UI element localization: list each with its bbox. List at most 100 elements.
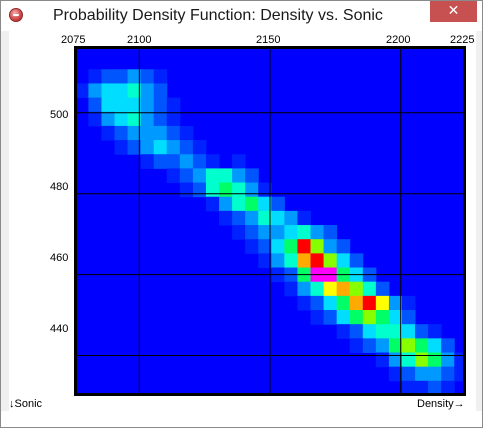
heatmap-cell bbox=[336, 253, 351, 269]
heatmap-cell bbox=[336, 324, 351, 339]
heatmap-cell bbox=[179, 182, 194, 198]
heatmap-plot[interactable] bbox=[74, 46, 468, 401]
close-icon: ✕ bbox=[447, 3, 460, 19]
close-button[interactable]: ✕ bbox=[430, 1, 477, 22]
heatmap-cell bbox=[310, 253, 325, 269]
heatmap-cell bbox=[166, 125, 181, 141]
heatmap-cell bbox=[362, 295, 377, 311]
heatmap-cell bbox=[297, 210, 312, 226]
heatmap-cell bbox=[179, 125, 194, 141]
heatmap-cell bbox=[297, 253, 312, 269]
heatmap-cell bbox=[349, 253, 364, 269]
heatmap-cell bbox=[362, 338, 377, 354]
heatmap-cell bbox=[258, 210, 272, 226]
heatmap-cell bbox=[375, 338, 390, 354]
heatmap-cell bbox=[388, 324, 403, 339]
heatmap-cell bbox=[284, 210, 298, 226]
heatmap-cell bbox=[428, 324, 442, 339]
heatmap-cell bbox=[441, 352, 455, 368]
heatmap-cell bbox=[401, 310, 416, 325]
heatmap-cell bbox=[375, 310, 390, 325]
heatmap-cell bbox=[179, 168, 194, 184]
heatmap-cell bbox=[284, 281, 298, 297]
heatmap-cell bbox=[153, 111, 168, 127]
heatmap-cell bbox=[101, 83, 116, 99]
heatmap-cell bbox=[101, 125, 116, 141]
heatmap-cell bbox=[114, 125, 129, 141]
heatmap-cell bbox=[375, 281, 390, 297]
heatmap-cell bbox=[349, 324, 364, 339]
heatmap-cell bbox=[232, 210, 246, 226]
heatmap-cell bbox=[166, 168, 181, 184]
heatmap-cell bbox=[140, 111, 155, 127]
heatmap-cell bbox=[349, 338, 364, 354]
heatmap-cell bbox=[323, 310, 338, 325]
heatmap-cell bbox=[232, 182, 246, 198]
heatmap-cell bbox=[166, 154, 181, 169]
x-axis-label: Density→ bbox=[417, 398, 465, 410]
heatmap-cell bbox=[219, 182, 233, 198]
heatmap-cell bbox=[271, 210, 285, 226]
y-tick-label: 480 bbox=[50, 181, 69, 193]
heatmap-cell bbox=[140, 154, 155, 169]
heatmap-cell bbox=[428, 366, 442, 382]
heatmap-cell bbox=[219, 196, 233, 212]
heatmap-cell bbox=[349, 310, 364, 325]
heatmap-cell bbox=[192, 154, 207, 169]
heatmap-cell bbox=[375, 295, 390, 311]
app-icon[interactable] bbox=[9, 8, 23, 22]
heatmap-cell bbox=[388, 295, 403, 311]
heatmap-cell bbox=[441, 380, 455, 396]
heatmap-cell bbox=[375, 352, 390, 368]
heatmap-cell bbox=[258, 239, 272, 254]
heatmap-cell bbox=[153, 83, 168, 99]
heatmap-cell bbox=[258, 253, 272, 269]
heatmap-cell bbox=[114, 97, 129, 113]
heatmap-cell bbox=[153, 69, 168, 84]
heatmap-cell bbox=[127, 140, 142, 155]
heatmap-cell bbox=[310, 239, 325, 254]
heatmap-cell bbox=[428, 380, 442, 396]
heatmap-cell bbox=[114, 111, 129, 127]
heatmap-cell bbox=[245, 168, 259, 184]
heatmap-cell bbox=[192, 168, 207, 184]
heatmap-cell bbox=[415, 338, 429, 354]
heatmap-cell bbox=[127, 111, 142, 127]
heatmap-cell bbox=[349, 281, 364, 297]
heatmap-cell bbox=[153, 154, 168, 169]
heatmap-cell bbox=[192, 182, 207, 198]
y-axis-label: ↓Sonic bbox=[9, 398, 43, 410]
heatmap-cell bbox=[310, 295, 325, 311]
heatmap-cell bbox=[428, 352, 442, 368]
x-tick-label: 2225 bbox=[450, 34, 475, 46]
heatmap-cell bbox=[114, 83, 129, 99]
heatmap-cell bbox=[245, 239, 259, 254]
heatmap-cell bbox=[179, 154, 194, 169]
heatmap-cell bbox=[245, 210, 259, 226]
title-bar[interactable]: Probability Density Function: Density vs… bbox=[1, 1, 482, 31]
heatmap-cell bbox=[388, 352, 403, 368]
heatmap-cell bbox=[219, 168, 233, 184]
heatmap-cell bbox=[401, 338, 416, 354]
heatmap-cell bbox=[284, 239, 298, 254]
heatmap-cell bbox=[415, 380, 429, 396]
heatmap-cell bbox=[401, 366, 416, 382]
x-tick-label: 2200 bbox=[386, 34, 411, 46]
heatmap-cell bbox=[153, 97, 168, 113]
heatmap-cell bbox=[166, 97, 181, 113]
heatmap-cell bbox=[127, 69, 142, 84]
heatmap-cell bbox=[127, 83, 142, 99]
heatmap-cell bbox=[153, 140, 168, 155]
heatmap-cell bbox=[75, 83, 89, 99]
heatmap-cell bbox=[388, 310, 403, 325]
heatmap-cell bbox=[323, 295, 338, 311]
heatmap-cell bbox=[88, 97, 102, 113]
heatmap-cell bbox=[362, 281, 377, 297]
heatmap-cell bbox=[297, 239, 312, 254]
heatmap-cell bbox=[388, 338, 403, 354]
heatmap-cell bbox=[401, 352, 416, 368]
heatmap-cell bbox=[428, 338, 442, 354]
heatmap-svg bbox=[74, 46, 468, 396]
heatmap-cell bbox=[297, 281, 312, 297]
